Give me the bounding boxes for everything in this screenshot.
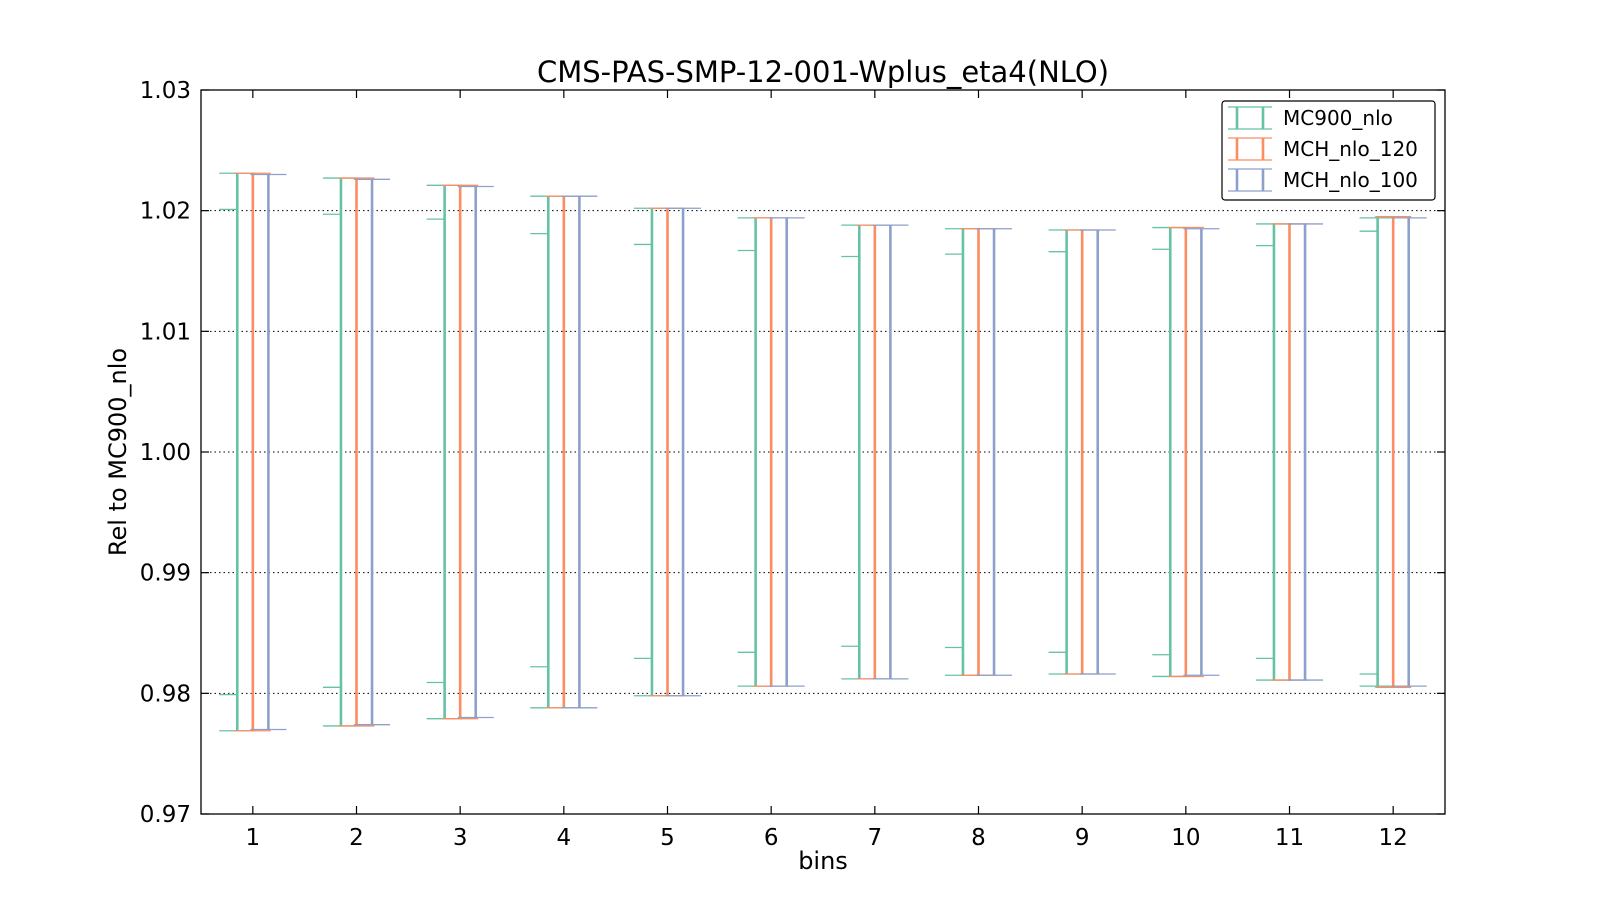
x-tick-label: 11: [1275, 825, 1304, 851]
y-tick-label: 0.98: [140, 681, 191, 707]
x-tick-label: 10: [1171, 825, 1200, 851]
legend-label: MCH_nlo_100: [1283, 168, 1418, 192]
error-bars: [219, 172, 1427, 732]
y-tick-label: 1.03: [140, 78, 191, 104]
y-axis-title: Rel to MC900_nlo: [104, 348, 132, 556]
y-tick-label: 0.97: [140, 802, 191, 828]
x-tick-label: 7: [868, 825, 883, 851]
tick-labels: 0.970.980.991.001.011.021.031 2 3 4 5 6 7 8 9 10 1…: [140, 78, 1408, 851]
grid-lines: [201, 210, 1445, 694]
x-tick-label: 1: [246, 825, 261, 851]
y-tick-label: 1.02: [140, 199, 191, 225]
x-tick-label: 8: [971, 825, 986, 851]
x-tick-label: 5: [660, 825, 675, 851]
x-tick-label: 2: [349, 825, 364, 851]
x-tick-label: 12: [1379, 825, 1408, 851]
legend-label: MCH_nlo_120: [1283, 137, 1418, 161]
x-tick-label: 6: [764, 825, 779, 851]
x-axis-title: bins: [798, 847, 848, 875]
y-tick-label: 1.00: [140, 440, 191, 466]
legend: MC900_nlo MCH_nlo_120 MCH_nlo_100: [1221, 100, 1436, 201]
x-tick-label: 3: [453, 825, 468, 851]
y-tick-label: 1.01: [140, 319, 191, 345]
x-tick-label: 4: [557, 825, 572, 851]
x-tick-label: 9: [1075, 825, 1090, 851]
legend-box: [1221, 100, 1436, 201]
legend-label: MC900_nlo: [1283, 106, 1393, 130]
y-tick-label: 0.99: [140, 561, 191, 587]
axis-ticks: [201, 89, 1445, 815]
chart-title: CMS-PAS-SMP-12-001-Wplus_eta4(NLO): [537, 55, 1109, 89]
